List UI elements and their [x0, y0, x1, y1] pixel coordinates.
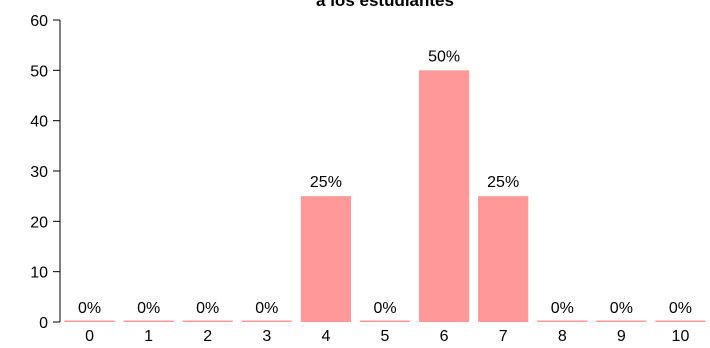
data-label: 0% [137, 300, 160, 317]
data-label: 0% [78, 300, 101, 317]
bar [537, 320, 588, 322]
bar [478, 196, 529, 322]
chart-title: a los estudiantes [316, 0, 454, 10]
data-label: 0% [255, 300, 278, 317]
bar [300, 196, 352, 322]
x-tick-label: 8 [558, 328, 567, 343]
bar [596, 320, 647, 322]
data-label: 0% [196, 300, 219, 317]
y-tick-label: 0 [39, 315, 48, 332]
data-label: 0% [373, 300, 396, 317]
x-tick-label: 2 [203, 328, 212, 343]
x-tick-label: 1 [144, 328, 153, 343]
bar [359, 320, 411, 322]
x-tick-label: 9 [617, 328, 626, 343]
y-tick-label: 20 [30, 214, 48, 231]
x-tick-label: 0 [85, 328, 94, 343]
x-tick-label: 7 [499, 328, 508, 343]
bar [418, 70, 470, 322]
y-tick-label: 40 [30, 114, 48, 131]
y-axis-ticks: 0 10 20 30 40 50 60 [30, 13, 60, 332]
data-label: 0% [610, 300, 633, 317]
x-tick-label: 3 [262, 328, 271, 343]
bar [241, 320, 292, 322]
data-label: 25% [310, 174, 342, 191]
x-axis-tick-labels: 0 1 2 3 4 5 6 7 8 9 10 [85, 328, 690, 345]
data-label: 50% [428, 48, 460, 65]
data-labels: 0% 0% 0% 0% 25% 0% 50% 25% 0% 0% 0% [78, 48, 692, 317]
bar [182, 320, 233, 322]
data-label: 0% [669, 300, 692, 317]
data-label: 0% [551, 300, 574, 317]
y-tick-label: 50 [30, 63, 48, 80]
bar [655, 320, 706, 322]
x-tick-label: 4 [321, 328, 330, 343]
bar [64, 320, 115, 322]
y-tick-label: 30 [30, 164, 48, 181]
bar [123, 320, 174, 322]
bars [64, 70, 706, 322]
x-tick-label: 6 [440, 328, 449, 343]
y-tick-label: 60 [30, 13, 48, 30]
data-label: 25% [487, 174, 519, 191]
y-tick-label: 10 [30, 265, 48, 282]
x-tick-label: 5 [381, 328, 390, 343]
x-tick-label: 10 [672, 328, 690, 343]
